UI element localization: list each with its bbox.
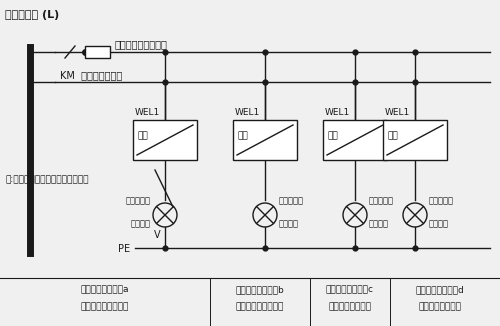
Text: 应急强启接线方式b: 应急强启接线方式b [236,285,284,294]
Bar [233,120,297,160]
Text: 应急强启接线方式d: 应急强启接线方式d [416,285,465,294]
Text: 自带蓄电池: 自带蓄电池 [126,196,151,205]
Bar [323,120,387,160]
Text: 开关: 开关 [387,131,398,141]
Text: 自带蓄电池: 自带蓄电池 [279,196,304,205]
Text: WEL1: WEL1 [325,108,350,117]
Bar [85,46,110,58]
Text: 通过双控开关控制: 通过双控开关控制 [418,302,462,311]
Text: 接线端子排 (L): 接线端子排 (L) [5,10,60,20]
Text: 自带蓄电池: 自带蓄电池 [429,196,454,205]
Text: V: V [154,230,160,240]
Text: KM  火灾应急强启线: KM 火灾应急强启线 [60,70,122,80]
Text: 开关: 开关 [237,131,248,141]
Text: 照明灯具: 照明灯具 [279,219,299,228]
Text: 注:充电线断电后用蓄电池自动点亮: 注:充电线断电后用蓄电池自动点亮 [5,175,88,184]
Text: 开关: 开关 [327,131,338,141]
Text: WEL1: WEL1 [235,108,260,117]
Text: 照明灯具: 照明灯具 [131,219,151,228]
Text: 通过双控开关控制: 通过双控开关控制 [328,302,372,311]
Text: 应急强启接线方式c: 应急强启接线方式c [326,285,374,294]
Text: 照明灯具: 照明灯具 [429,219,449,228]
Text: 应急强启接线方式a: 应急强启接线方式a [81,285,129,294]
Text: 开关: 开关 [137,131,148,141]
Bar [133,120,197,160]
Text: 充电线直接进开关盒: 充电线直接进开关盒 [236,302,284,311]
Text: WEL1: WEL1 [385,108,410,117]
Text: WEL1: WEL1 [135,108,160,117]
Text: 充电线直接进灯头盒: 充电线直接进灯头盒 [81,302,129,311]
Bar [383,120,447,160]
Text: 不带蓄电池: 不带蓄电池 [369,196,394,205]
Text: 照明灯具: 照明灯具 [369,219,389,228]
Text: 正常照明线兼充电线: 正常照明线兼充电线 [115,39,168,49]
Text: PE: PE [118,244,130,254]
